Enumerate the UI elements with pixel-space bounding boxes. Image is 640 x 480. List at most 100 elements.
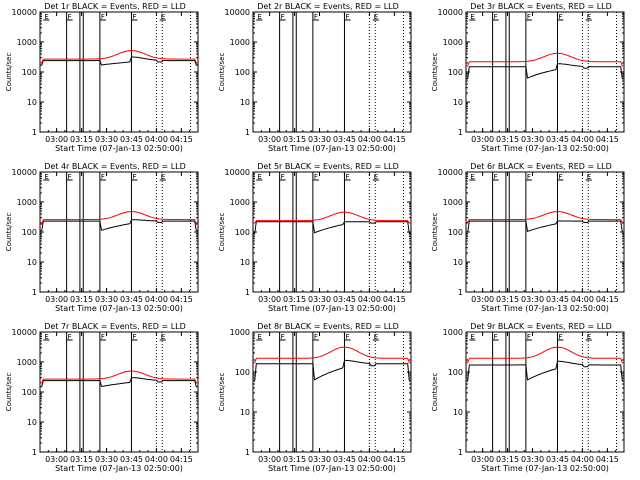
x-tick-label: 03:00 — [45, 135, 68, 144]
flag-label: E — [257, 173, 261, 181]
y-tick-label: 10 — [27, 258, 37, 267]
x-tick-label: 03:45 — [333, 455, 356, 464]
x-tick-label: 03:45 — [120, 295, 143, 304]
x-tick-label: 04:00 — [571, 455, 594, 464]
y-tick-label: 10 — [453, 408, 463, 417]
events-series-line — [40, 219, 198, 232]
flag-label: F — [314, 173, 318, 181]
panel-title: Det 1r BLACK = Events, RED = LLD — [44, 2, 186, 11]
y-tick-label: 1 — [32, 128, 37, 137]
y-axis-label: Counts/sec — [5, 213, 13, 252]
panel-det-8: Det 8r BLACK = Events, RED = LLD 1 10 100 10… — [218, 322, 412, 473]
panel-title: Det 9r BLACK = Events, RED = LLD — [470, 322, 612, 331]
flag-label: F — [314, 13, 318, 21]
panel-det-1: Det 1r BLACK = Events, RED = LLD 1 10 100 10… — [5, 2, 199, 153]
plot-frame — [39, 11, 199, 133]
flag-label: F — [132, 13, 136, 21]
x-tick-label: 03:15 — [283, 295, 306, 304]
panel-det-7: Det 7r BLACK = Events, RED = LLD 1 10 100 10… — [5, 322, 199, 473]
plot-frame — [252, 331, 412, 453]
x-axis-label: Start Time (07-Jan-13 02:50:00) — [268, 464, 396, 473]
panel-det-2: Det 2r BLACK = Events, RED = LLD 1 10 100 10… — [218, 2, 412, 153]
y-axis-label: Counts/sec — [431, 213, 439, 252]
x-tick-label: 03:00 — [45, 455, 68, 464]
y-tick-label: 10 — [27, 98, 37, 107]
events-series-line — [466, 360, 624, 382]
y-tick-label: 100 — [448, 68, 463, 77]
x-tick-label: 03:30 — [308, 135, 331, 144]
y-axis-label: Counts/sec — [5, 373, 13, 412]
flag-label: E — [161, 333, 165, 341]
flag-label: E — [587, 333, 591, 341]
y-tick-label: 10 — [453, 98, 463, 107]
x-tick-label: 04:15 — [383, 135, 406, 144]
x-tick-label: 04:15 — [170, 455, 193, 464]
events-series-line — [40, 377, 198, 388]
y-tick-label: 100 — [22, 228, 37, 237]
x-tick-label: 03:45 — [546, 295, 569, 304]
events-series-line — [466, 220, 624, 233]
flag-label: F — [101, 173, 105, 181]
flag-label: F — [132, 173, 136, 181]
y-axis-label: Counts/sec — [218, 373, 226, 412]
lld-series-line — [466, 346, 624, 364]
y-tick-label: 10 — [453, 258, 463, 267]
x-axis-label: Start Time (07-Jan-13 02:50:00) — [55, 144, 183, 153]
flag-label: F — [494, 13, 498, 21]
flag-label: E — [161, 13, 165, 21]
x-tick-label: 04:00 — [145, 295, 168, 304]
x-tick-label: 03:15 — [70, 455, 93, 464]
events-series-line — [466, 63, 624, 80]
y-tick-label: 10000 — [438, 168, 463, 177]
y-tick-label: 100 — [448, 368, 463, 377]
y-tick-label: 100 — [448, 228, 463, 237]
plot-frame — [465, 331, 625, 453]
x-axis-label: Start Time (07-Jan-13 02:50:00) — [481, 144, 609, 153]
flag-label: F — [494, 173, 498, 181]
y-tick-label: 10000 — [225, 168, 250, 177]
y-tick-label: 1 — [245, 448, 250, 457]
x-tick-label: 04:15 — [596, 455, 619, 464]
y-tick-label: 10 — [240, 258, 250, 267]
events-series-line — [253, 221, 411, 234]
y-tick-label: 1 — [32, 288, 37, 297]
y-axis-label: Counts/sec — [5, 53, 13, 92]
x-axis-label: Start Time (07-Jan-13 02:50:00) — [55, 464, 183, 473]
x-tick-label: 03:00 — [45, 295, 68, 304]
flag-label: E — [44, 13, 48, 21]
flag-label: E — [44, 333, 48, 341]
panel-det-6: Det 6r BLACK = Events, RED = LLD 1 10 100 10… — [431, 162, 625, 313]
x-tick-label: 04:00 — [145, 135, 168, 144]
flag-label: F — [281, 333, 285, 341]
y-tick-label: 1000 — [230, 198, 250, 207]
y-tick-label: 1 — [245, 288, 250, 297]
flag-label: F — [281, 173, 285, 181]
flag-label: F — [314, 333, 318, 341]
x-tick-label: 03:30 — [95, 295, 118, 304]
panel-det-3: Det 3r BLACK = Events, RED = LLD 1 10 100 10… — [431, 2, 625, 153]
y-tick-label: 10000 — [438, 8, 463, 17]
x-tick-label: 03:15 — [70, 135, 93, 144]
events-series-line — [40, 56, 198, 66]
x-axis-label: Start Time (07-Jan-13 02:50:00) — [481, 464, 609, 473]
x-axis-label: Start Time (07-Jan-13 02:50:00) — [268, 304, 396, 313]
x-tick-label: 04:00 — [571, 135, 594, 144]
flag-label: F — [494, 333, 498, 341]
x-tick-label: 04:00 — [358, 455, 381, 464]
panel-det-9: Det 9r BLACK = Events, RED = LLD 1 10 100 10… — [431, 322, 625, 473]
y-tick-label: 10000 — [12, 8, 37, 17]
y-tick-label: 1 — [32, 448, 37, 457]
flag-label: F — [132, 333, 136, 341]
flag-label: E — [470, 13, 474, 21]
y-tick-label: 100 — [235, 368, 250, 377]
x-tick-label: 03:30 — [521, 295, 544, 304]
lld-series-line — [253, 211, 411, 224]
x-tick-label: 04:00 — [571, 295, 594, 304]
panel-title: Det 2r BLACK = Events, RED = LLD — [257, 2, 399, 11]
lld-series-line — [40, 211, 198, 225]
lld-series-line — [466, 52, 624, 67]
x-tick-label: 03:30 — [308, 295, 331, 304]
y-axis-label: Counts/sec — [431, 373, 439, 412]
flag-label: E — [161, 173, 165, 181]
y-tick-label: 10000 — [12, 328, 37, 337]
